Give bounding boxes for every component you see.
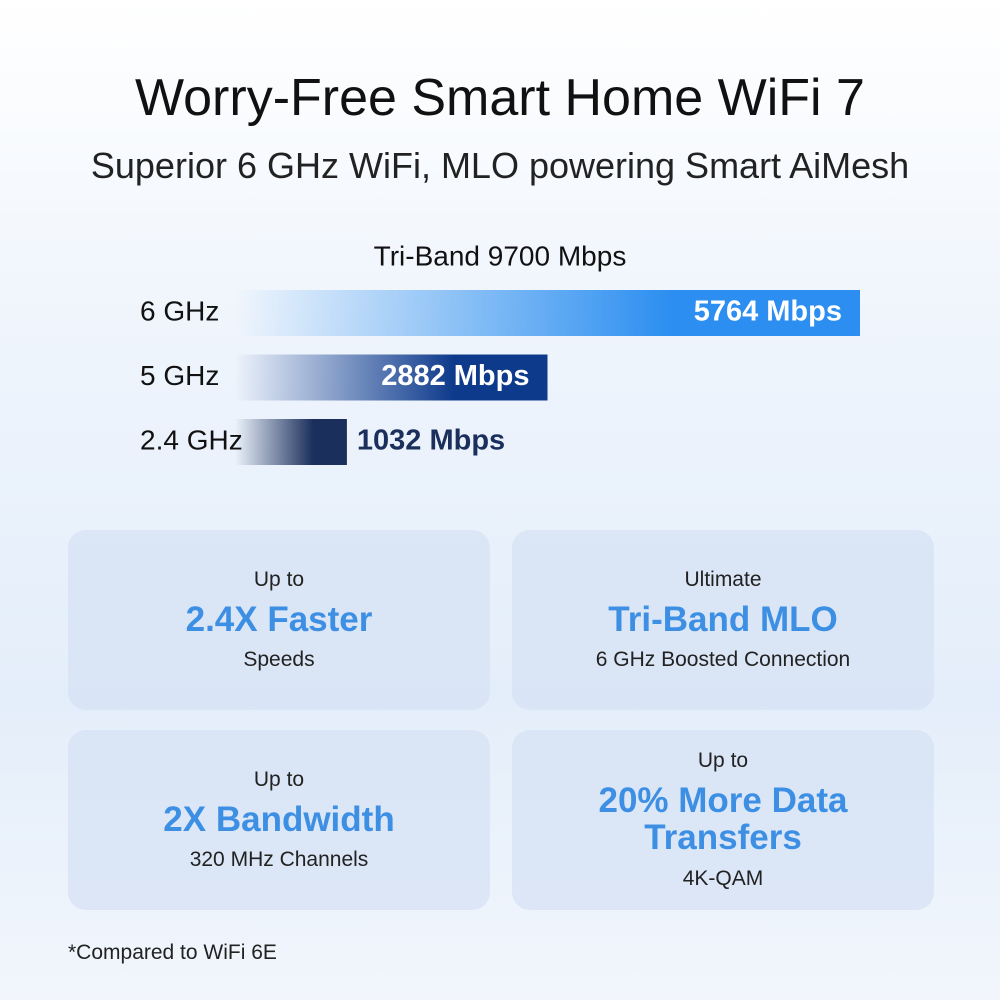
value-label: 5764 Mbps bbox=[694, 296, 842, 328]
title: Worry-Free Smart Home WiFi 7 bbox=[135, 69, 865, 127]
bar bbox=[235, 419, 347, 465]
card-headline: 20% More Data Transfers bbox=[598, 781, 848, 857]
subtitle: Superior 6 GHz WiFi, MLO powering Smart … bbox=[90, 145, 910, 186]
card-bottom: 6 GHz Boosted Connection bbox=[595, 648, 851, 672]
category-label: 6 GHz bbox=[140, 295, 219, 326]
bar bbox=[235, 354, 548, 401]
card-top: Up to bbox=[253, 767, 305, 791]
chart-title: Tri-Band 9700 Mbps bbox=[374, 240, 627, 271]
card-headline: 2X Bandwidth bbox=[163, 799, 395, 839]
feature-card: Up to 20% More Data Transfers 4K-QAM bbox=[512, 730, 934, 910]
card-top: Up to bbox=[253, 567, 305, 591]
card-bottom: 4K-QAM bbox=[682, 866, 764, 890]
card-headline: 2.4X Faster bbox=[185, 599, 373, 639]
card-top: Up to bbox=[697, 749, 749, 773]
feature-card: Up to 2X Bandwidth 320 MHz Channels bbox=[68, 730, 490, 910]
category-label: 2.4 GHz bbox=[140, 424, 243, 455]
card-headline: Tri-Band MLO bbox=[608, 599, 838, 639]
card-bottom: Speeds bbox=[243, 648, 315, 672]
bar bbox=[235, 290, 860, 336]
footnote: *Compared to WiFi 6E bbox=[68, 941, 277, 964]
category-label: 5 GHz bbox=[140, 360, 219, 391]
value-label: 1032 Mbps bbox=[357, 425, 505, 457]
feature-card: Up to 2.4X Faster Speeds bbox=[68, 530, 490, 710]
card-top: Ultimate bbox=[684, 567, 762, 591]
value-label: 2882 Mbps bbox=[381, 360, 529, 392]
chart: Tri-Band 9700 Mbps 6 GHz 5764 Mbps 5 GHz 28… bbox=[140, 240, 860, 465]
card-bottom: 320 MHz Channels bbox=[189, 848, 369, 872]
feature-card: Ultimate Tri-Band MLO 6 GHz Boosted Connec… bbox=[512, 530, 934, 710]
